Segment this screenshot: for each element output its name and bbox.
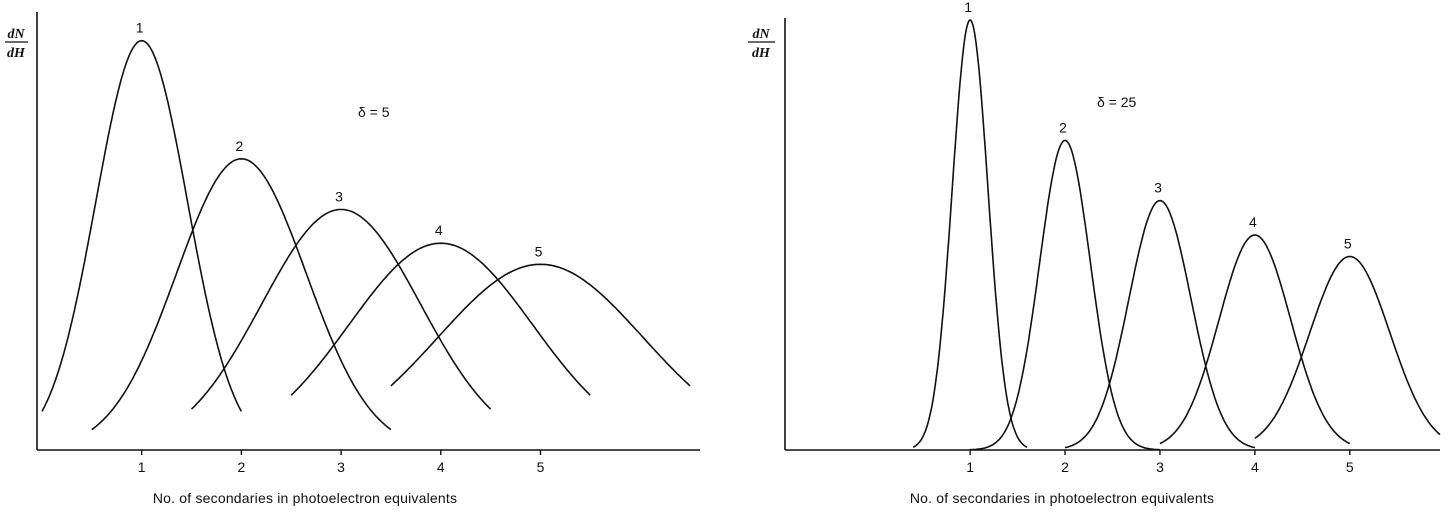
- y-axis-label-denominator: dH: [7, 46, 26, 61]
- curve-2: [970, 139, 1160, 451]
- curve-3: [190, 208, 492, 410]
- x-tick-label: 4: [1251, 459, 1259, 475]
- delta-annotation: δ = 5: [358, 104, 390, 120]
- curve-3: [1064, 199, 1256, 449]
- curve-label-4: 4: [1249, 214, 1257, 230]
- curve-2: [91, 157, 392, 431]
- x-axis-label: No. of secondaries in photoelectron equi…: [153, 490, 457, 506]
- x-tick-label: 1: [966, 459, 974, 475]
- curve-label-1: 1: [964, 0, 972, 15]
- y-axis-label-numerator: dN: [7, 27, 25, 42]
- x-tick-label: 3: [1156, 459, 1164, 475]
- x-tick-label: 1: [138, 459, 146, 475]
- x-tick-label: 5: [537, 459, 545, 475]
- curve-5: [1254, 255, 1441, 439]
- chart-delta-25: dN dH δ = 25 No. of secondaries in photo…: [748, 0, 1441, 506]
- curve-label-3: 3: [335, 188, 343, 204]
- curve-label-2: 2: [1059, 119, 1067, 135]
- curve-label-3: 3: [1154, 180, 1162, 196]
- curve-label-1: 1: [136, 20, 144, 36]
- y-axis-label-denominator: dH: [752, 46, 771, 61]
- curve-label-5: 5: [535, 243, 543, 259]
- delta-annotation: δ = 25: [1097, 94, 1137, 110]
- curve-label-2: 2: [235, 138, 243, 154]
- curve-1: [41, 39, 243, 412]
- curve-1: [912, 19, 1028, 448]
- y-axis-label-numerator: dN: [752, 27, 770, 42]
- curve-4: [290, 242, 591, 396]
- curve-4: [1159, 234, 1351, 445]
- curve-label-5: 5: [1344, 236, 1352, 252]
- curve-label-4: 4: [435, 222, 443, 238]
- chart-delta-5: dN dH δ = 5 No. of secondaries in photoe…: [5, 12, 700, 506]
- x-tick-label: 4: [437, 459, 445, 475]
- x-tick-label: 2: [1061, 459, 1069, 475]
- x-tick-label: 3: [337, 459, 345, 475]
- x-axis-label: No. of secondaries in photoelectron equi…: [910, 490, 1214, 506]
- curve-5: [390, 263, 691, 387]
- x-tick-label: 2: [237, 459, 245, 475]
- x-tick-label: 5: [1346, 459, 1354, 475]
